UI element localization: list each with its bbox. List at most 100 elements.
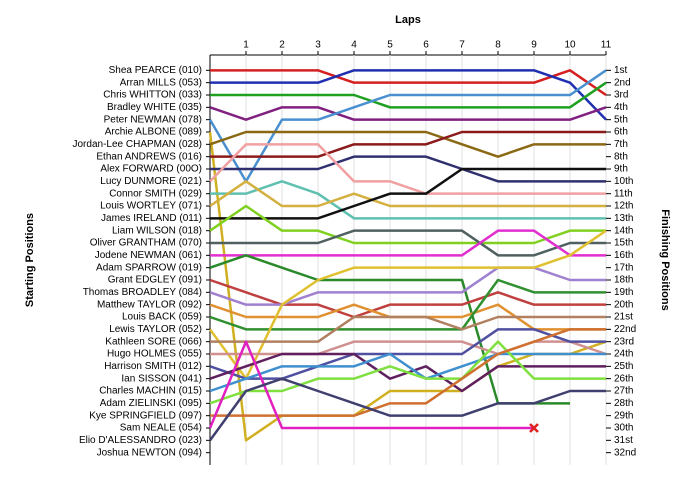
x-tick-label: 9	[531, 40, 537, 51]
driver-label: Ian SISSON (041)	[121, 373, 202, 384]
driver-label: Adam ZIELINSKI (095)	[100, 398, 202, 409]
x-axis-title: Laps	[395, 14, 421, 26]
driver-label: Kye SPRINGFIELD (097)	[89, 410, 202, 421]
driver-line	[210, 155, 606, 183]
x-tick-label: 7	[459, 40, 465, 51]
driver-line	[209, 278, 606, 331]
y2-tick-label: 13th	[614, 213, 633, 224]
y2-tick-label: 5th	[614, 114, 628, 125]
driver-line	[208, 69, 607, 183]
driver-line	[209, 278, 606, 319]
driver-line	[209, 180, 606, 208]
driver-label: Charles MACHIN (015)	[99, 386, 202, 397]
driver-line	[210, 69, 607, 121]
driver-label: Thomas BROADLEY (084)	[83, 287, 202, 298]
driver-label: Chris WHITTON (033)	[103, 90, 202, 101]
driver-line	[209, 352, 606, 393]
driver-label: Alex FORWARD (00O)	[100, 164, 202, 175]
driver-line	[210, 315, 606, 343]
y2-tick-label: 11th	[614, 188, 633, 199]
driver-label: Bradley WHITE (035)	[107, 102, 202, 113]
driver-label: Archie ALBONE (089)	[105, 127, 202, 138]
x-tick-label: 5	[387, 40, 393, 51]
driver-label: Joshua NEWTON (094)	[97, 447, 202, 458]
driver-label: Matthew TAYLOR (092)	[97, 299, 202, 310]
x-tick-label: 4	[351, 40, 357, 51]
x-tick-label: 11	[601, 40, 612, 51]
driver-line	[210, 229, 606, 257]
y2-tick-label: 26th	[614, 373, 633, 384]
y2-tick-label: 21st	[614, 312, 633, 323]
driver-label: Ethan ANDREWS (016)	[96, 151, 202, 162]
y2-tick-label: 9th	[614, 164, 628, 175]
y2-tick-label: 23rd	[614, 336, 634, 347]
driver-label: Sam NEALE (054)	[120, 423, 202, 434]
x-tick-label: 2	[279, 40, 285, 51]
driver-label: Lucy DUNMORE (021)	[100, 176, 202, 187]
y-axis-title: Starting Positions	[24, 213, 36, 307]
driver-label: Harrison SMITH (012)	[104, 361, 202, 372]
y2-tick-label: 25th	[614, 361, 633, 372]
driver-label: Kathleen SORE (066)	[105, 336, 202, 347]
y2-tick-label: 1st	[614, 65, 628, 76]
driver-label: Adam SPARROW (019)	[96, 262, 202, 273]
driver-line	[209, 328, 606, 380]
driver-label: Shea PEARCE (010)	[109, 65, 202, 76]
driver-line	[210, 180, 606, 220]
y2-tick-label: 4th	[614, 102, 628, 113]
y2-tick-label: 17th	[614, 262, 633, 273]
y2-tick-label: 20th	[614, 299, 633, 310]
driver-line	[208, 131, 607, 442]
driver-label: Connor SMITH (029)	[109, 188, 202, 199]
driver-label: Arran MILLS (053)	[120, 77, 202, 88]
driver-line	[209, 143, 606, 195]
driver-line	[210, 81, 607, 109]
y2-tick-label: 28th	[614, 398, 633, 409]
y2-tick-label: 12th	[614, 201, 633, 212]
y2-tick-label: 22nd	[614, 324, 636, 335]
y2-tick-label: 6th	[614, 127, 628, 138]
driver-line	[209, 340, 606, 405]
y2-tick-label: 32nd	[614, 447, 636, 458]
y2-tick-label: 24th	[614, 349, 633, 360]
driver-line	[210, 130, 606, 158]
x-tick-label: 6	[423, 40, 429, 51]
driver-label: Hugo HOLMES (055)	[107, 349, 202, 360]
y2-tick-label: 8th	[614, 151, 628, 162]
driver-label: Grant EDGLEY (091)	[108, 275, 202, 286]
y2-tick-label: 27th	[614, 386, 633, 397]
y2-tick-label: 2nd	[614, 77, 631, 88]
driver-label: Elio D'ALESSANDRO (023)	[79, 435, 202, 446]
retired-marker	[529, 423, 539, 433]
driver-label: Louis WORTLEY (071)	[100, 201, 202, 212]
driver-line	[208, 377, 606, 442]
y2-tick-label: 30th	[614, 423, 633, 434]
driver-label: Peter NEWMAN (078)	[104, 114, 202, 125]
driver-label: Oliver GRANTHAM (070)	[90, 238, 202, 249]
driver-line	[210, 167, 606, 220]
y2-tick-label: 18th	[614, 275, 633, 286]
driver-line	[210, 69, 607, 97]
x-tick-label: 10	[564, 40, 576, 51]
y2-tick-label: 10th	[614, 176, 633, 187]
y2-tick-label: 19th	[614, 287, 633, 298]
driver-line	[208, 229, 607, 380]
driver-label: Louis BACK (059)	[122, 312, 202, 323]
x-tick-label: 8	[495, 40, 501, 51]
driver-label: James IRELAND (011)	[101, 213, 202, 224]
y2-tick-label: 16th	[614, 250, 633, 261]
driver-line	[209, 204, 606, 245]
driver-label: Jodene NEWMAN (061)	[95, 250, 202, 261]
driver-line	[210, 229, 606, 257]
x-tick-label: 1	[243, 40, 249, 51]
y2-axis-title: Finishing Positions	[659, 209, 671, 310]
y2-tick-label: 7th	[614, 139, 628, 150]
driver-line	[209, 266, 606, 306]
y2-tick-label: 15th	[614, 238, 633, 249]
x-tick-label: 3	[315, 40, 321, 51]
y2-tick-label: 3rd	[614, 90, 628, 101]
y2-tick-label: 14th	[614, 225, 633, 236]
driver-label: Liam WILSON (018)	[112, 225, 202, 236]
driver-line	[210, 340, 607, 356]
y2-tick-label: 29th	[614, 410, 633, 421]
